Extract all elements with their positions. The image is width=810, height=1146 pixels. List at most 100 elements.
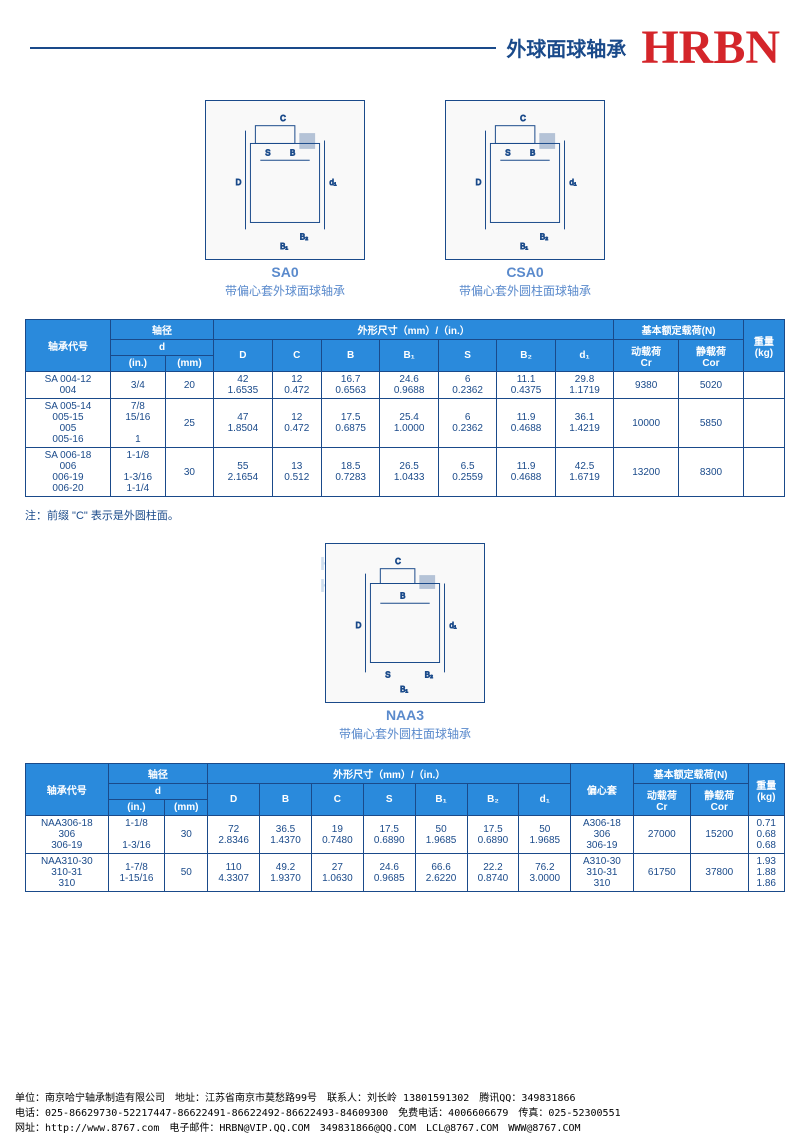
table-row: SA 005-14 005-15 005 005-167/8 15/16 125… [26, 399, 785, 448]
table-cell: 5850 [679, 399, 744, 448]
page-subtitle: 外球面球轴承 [506, 33, 626, 62]
table-cell: 30 [165, 448, 213, 497]
diagram-sa0-desc: 带偏心套外球面球轴承 [205, 282, 365, 299]
t2-h-dims: 外形尺寸（mm）/（in.） [208, 764, 571, 784]
svg-text:B₁: B₁ [280, 242, 288, 251]
table-cell: A310-30 310-31 310 [571, 854, 633, 892]
t2-h-B1: B₁ [415, 784, 467, 816]
table-cell: 24.6 0.9685 [363, 854, 415, 892]
table-cell: 22.2 0.8740 [467, 854, 519, 892]
diagram-csa0-desc: 带偏心套外圆柱面球轴承 [445, 282, 605, 299]
t2-h-S: S [363, 784, 415, 816]
svg-text:B₂: B₂ [425, 670, 433, 679]
table-cell: 76.2 3.0000 [519, 854, 571, 892]
table-cell: 50 [165, 854, 208, 892]
table-cell: SA 005-14 005-15 005 005-16 [26, 399, 111, 448]
table-cell: 72 2.8346 [208, 816, 260, 854]
table-cell [743, 399, 784, 448]
table-row: SA 004-12 0043/42042 1.653512 0.47216.7 … [26, 372, 785, 399]
table-cell [743, 448, 784, 497]
table-cell: 13 0.512 [272, 448, 321, 497]
table-cell: 66.6 2.6220 [415, 854, 467, 892]
diagram-naa3-desc: 带偏心套外圆柱面球轴承 [325, 725, 485, 742]
table-cell: 1-1/8 1-3/16 [108, 816, 165, 854]
table-row: NAA306-18 306 306-191-1/8 1-3/163072 2.8… [26, 816, 785, 854]
svg-text:C: C [280, 114, 286, 123]
table-cell [743, 372, 784, 399]
table-cell: 19 0.7480 [311, 816, 363, 854]
t1-h-d: d [110, 340, 213, 356]
t1-h-B2: B₂ [497, 340, 555, 372]
t2-h-shaft: 轴径 [108, 764, 208, 784]
table-cell: 17.5 0.6890 [467, 816, 519, 854]
table-cell: 110 4.3307 [208, 854, 260, 892]
svg-text:D: D [356, 621, 362, 630]
t2-h-ecc: 偏心套 [571, 764, 633, 816]
table-cell: 42.5 1.6719 [555, 448, 613, 497]
table-cell: 49.2 1.9370 [260, 854, 312, 892]
svg-text:d₁: d₁ [569, 178, 576, 187]
svg-text:C: C [395, 557, 401, 566]
t1-h-d1: d₁ [555, 340, 613, 372]
diagram-csa0-image: Dd₁CSBB₂B₁ [445, 100, 605, 260]
table-cell: 29.8 1.1719 [555, 372, 613, 399]
table-cell: 8300 [679, 448, 744, 497]
table-cell: SA 006-18 006 006-19 006-20 [26, 448, 111, 497]
diagrams-row-2: Dd₁CBSB₂B₁ NAA3 带偏心套外圆柱面球轴承 [0, 523, 810, 753]
table-cell: 37800 [691, 854, 748, 892]
table-cell: 12 0.472 [272, 372, 321, 399]
t1-h-code: 轴承代号 [26, 320, 111, 372]
t1-h-dims: 外形尺寸（mm）/（in.） [214, 320, 614, 340]
spec-table-2: 轴承代号 轴径 外形尺寸（mm）/（in.） 偏心套 基本额定载荷(N) 重量 … [25, 763, 785, 892]
diagram-sa0-label: SA0 [205, 264, 365, 280]
svg-text:C: C [520, 114, 526, 123]
table-cell: 7/8 15/16 1 [110, 399, 165, 448]
table-cell: 11.1 0.4375 [497, 372, 555, 399]
table-cell: 10000 [614, 399, 679, 448]
table-cell: 50 1.9685 [415, 816, 467, 854]
t1-h-C: C [272, 340, 321, 372]
table-cell: 50 1.9685 [519, 816, 571, 854]
table-cell: A306-18 306 306-19 [571, 816, 633, 854]
footer-line-1: 单位：南京哈宁轴承制造有限公司 地址：江苏省南京市莫愁路99号 联系人：刘长岭 … [15, 1091, 795, 1106]
page-footer: 单位：南京哈宁轴承制造有限公司 地址：江苏省南京市莫愁路99号 联系人：刘长岭 … [15, 1091, 795, 1136]
svg-text:B: B [530, 148, 535, 157]
table-cell: 6 0.2362 [438, 372, 496, 399]
t2-h-Cr: 动载荷 Cr [633, 784, 690, 816]
t2-h-mm: (mm) [165, 800, 208, 816]
table-cell: 15200 [691, 816, 748, 854]
svg-text:B: B [400, 591, 405, 600]
t1-h-B1: B₁ [380, 340, 438, 372]
t1-h-B: B [321, 340, 379, 372]
diagram-csa0-label: CSA0 [445, 264, 605, 280]
table-cell: 12 0.472 [272, 399, 321, 448]
diagram-naa3-label: NAA3 [325, 707, 485, 723]
svg-text:S: S [505, 148, 510, 157]
table-cell: SA 004-12 004 [26, 372, 111, 399]
t1-h-S: S [438, 340, 496, 372]
diagram-csa0: Dd₁CSBB₂B₁ CSA0 带偏心套外圆柱面球轴承 [445, 100, 605, 299]
t1-h-mm: (mm) [165, 356, 213, 372]
table-cell: 42 1.6535 [214, 372, 272, 399]
svg-text:B: B [290, 148, 295, 157]
t1-h-weight: 重量 (kg) [743, 320, 784, 372]
table-cell: 26.5 1.0433 [380, 448, 438, 497]
table-cell: 5020 [679, 372, 744, 399]
svg-text:d₁: d₁ [329, 178, 336, 187]
table-cell: 30 [165, 816, 208, 854]
t1-h-load: 基本额定载荷(N) [614, 320, 744, 340]
t1-h-Cr: 动载荷 Cr [614, 340, 679, 372]
header-line [30, 47, 496, 49]
t1-h-shaft: 轴径 [110, 320, 213, 340]
t2-h-code: 轴承代号 [26, 764, 109, 816]
table-cell: 9380 [614, 372, 679, 399]
table-cell: 47 1.8504 [214, 399, 272, 448]
svg-text:B₁: B₁ [520, 242, 528, 251]
table-cell: 20 [165, 372, 213, 399]
svg-text:d₁: d₁ [449, 621, 456, 630]
svg-text:B₁: B₁ [400, 685, 408, 694]
footer-line-2: 电话：025-86629730-52217447-86622491-866224… [15, 1106, 795, 1121]
table-cell: 25 [165, 399, 213, 448]
footer-line-3: 网址：http://www.8767.com 电子邮件：HRBN@VIP.QQ.… [15, 1121, 795, 1136]
table-cell: 36.1 1.4219 [555, 399, 613, 448]
